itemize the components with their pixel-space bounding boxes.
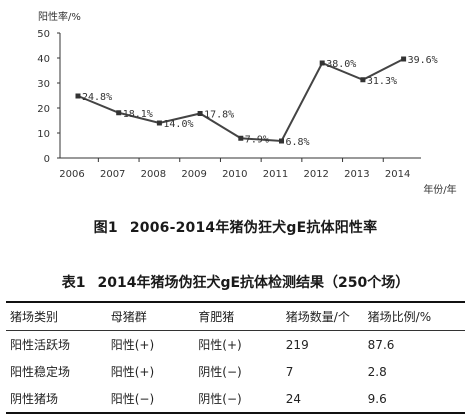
cell-category: 阳性活跃场 [10, 338, 71, 352]
data-point [197, 111, 203, 116]
data-label: 17.8% [204, 110, 234, 121]
data-label: 6.8% [286, 137, 310, 148]
figure-caption: 图1 2006-2014年猪伪狂犬gE抗体阳性率 [0, 217, 471, 237]
data-label: 14.0% [163, 119, 193, 130]
data-point [156, 120, 162, 126]
cell-category: 阴性猪场 [6, 385, 107, 414]
cell-finisher: 阳性(+) [198, 338, 242, 352]
figure-title: 2006-2014年猪伪狂犬gE抗体阳性率 [129, 220, 378, 236]
cell-ratio: 87.6 [367, 337, 395, 352]
cell-sow: 阳性(−) [106, 385, 195, 414]
header-farm-ratio: 猪场比例/% [363, 301, 465, 331]
data-point [319, 60, 325, 66]
x-tick-label: 2012 [303, 169, 328, 180]
table-header-row: 猪场类别 母猪群 育肥猪 猪场数量/个 猪场比例/% [6, 301, 465, 331]
table-row: 阳性稳定场 阳性(+) 阴性(−) 7 2.8 [6, 358, 465, 385]
line-chart: 0 10 20 30 40 50 2006 2007 2008 2009 2010 2011 2012… [37, 10, 456, 196]
x-tick-label: 2008 [141, 169, 166, 180]
figure-number: 图1 [93, 220, 118, 236]
header-finisher-pigs: 育肥猪 [194, 301, 282, 331]
data-label: 39.6% [408, 55, 438, 66]
y-tick-label: 0 [44, 154, 50, 165]
header-farm-category: 猪场类别 [6, 301, 107, 331]
x-tick-label: 2010 [222, 169, 247, 180]
header-farm-count: 猪场数量/个 [281, 301, 364, 331]
y-tick-label: 50 [37, 29, 50, 40]
cell-ratio: 9.6 [363, 385, 465, 414]
data-label: 24.8% [82, 92, 112, 103]
cell-finisher: 阴性(−) [194, 385, 282, 414]
header-sow-herd: 母猪群 [106, 301, 195, 331]
x-tick-label: 2014 [385, 169, 410, 180]
data-label: 31.3% [367, 76, 397, 87]
data-label: 38.0% [326, 59, 356, 70]
results-table: 猪场类别 母猪群 育肥猪 猪场数量/个 猪场比例/% 阳性活跃场 阳性(+) 阳… [6, 301, 465, 414]
x-tick-label: 2006 [59, 169, 84, 180]
table-row: 阴性猪场 阳性(−) 阴性(−) 24 9.6 [6, 385, 465, 414]
data-label: 7.9% [245, 134, 269, 145]
series-line [77, 58, 405, 143]
data-point [238, 135, 244, 141]
cell-category: 阳性稳定场 [10, 365, 71, 379]
y-tick-label: 10 [37, 129, 50, 140]
data-label: 18.1% [123, 109, 153, 120]
x-tick-label: 2013 [344, 169, 369, 180]
cell-finisher: 阴性(−) [198, 365, 242, 379]
x-axis-label: 年份/年 [423, 183, 456, 196]
table-caption: 表1 2014年猪场伪狂犬gE抗体检测结果（250个场） [0, 272, 471, 292]
cell-ratio: 2.8 [367, 364, 387, 379]
y-tick-label: 30 [37, 79, 50, 90]
data-point [279, 138, 284, 144]
data-point [360, 77, 366, 83]
y-axis-label: 阳性率/% [38, 10, 81, 23]
y-tick-label: 40 [37, 54, 50, 65]
cell-count: 7 [285, 364, 294, 379]
data-point [116, 110, 122, 116]
x-tick-label: 2007 [100, 169, 125, 180]
table-row: 阳性活跃场 阳性(+) 阳性(+) 219 87.6 [6, 331, 465, 359]
x-tick-label: 2011 [263, 169, 288, 180]
x-tick-label: 2009 [181, 169, 206, 180]
data-point [401, 56, 407, 62]
cell-count: 24 [281, 385, 364, 414]
table-title: 2014年猪场伪狂犬gE抗体检测结果（250个场） [97, 275, 410, 291]
cell-count: 219 [285, 337, 309, 352]
table-number: 表1 [61, 275, 86, 291]
data-point [75, 93, 81, 99]
cell-sow: 阳性(+) [110, 365, 155, 379]
y-tick-label: 20 [37, 104, 50, 115]
cell-sow: 阳性(+) [110, 338, 155, 352]
